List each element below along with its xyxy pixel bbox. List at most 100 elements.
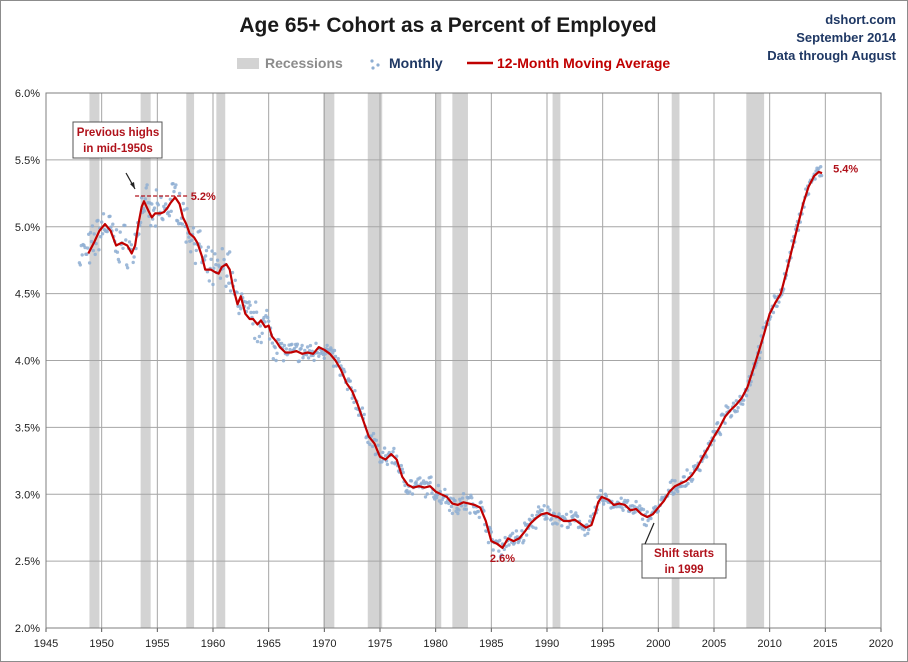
legend-monthly: Monthly <box>389 55 443 71</box>
monthly-point <box>626 498 630 503</box>
y-tick-label: 2.0% <box>15 623 40 635</box>
monthly-point <box>588 514 593 518</box>
monthly-point <box>819 173 824 178</box>
monthly-point <box>621 508 625 512</box>
monthly-point <box>297 359 301 363</box>
monthly-point <box>89 239 94 244</box>
monthly-point <box>211 282 215 287</box>
monthly-point <box>456 511 460 516</box>
monthly-point <box>545 516 549 521</box>
monthly-point <box>693 464 698 468</box>
monthly-point <box>362 412 366 417</box>
monthly-point <box>181 201 185 206</box>
monthly-point <box>260 331 264 335</box>
monthly-point <box>641 507 646 512</box>
monthly-point <box>224 284 228 288</box>
monthly-point <box>374 438 378 442</box>
x-tick-label: 2015 <box>813 638 837 650</box>
monthly-point <box>447 501 451 506</box>
monthly-point <box>271 357 275 361</box>
monthly-point <box>171 182 175 186</box>
monthly-point <box>729 414 734 418</box>
monthly-point <box>251 322 255 326</box>
monthly-point <box>348 379 352 383</box>
monthly-point <box>468 511 472 515</box>
monthly-point <box>305 345 310 349</box>
monthly-point <box>391 450 395 454</box>
monthly-point <box>450 511 455 516</box>
low-label: 2.6% <box>490 553 515 565</box>
x-tick-label: 1975 <box>368 638 392 650</box>
monthly-point <box>167 214 172 218</box>
monthly-point <box>330 348 334 352</box>
monthly-point <box>549 517 554 521</box>
monthly-point <box>653 505 658 509</box>
monthly-point <box>514 529 519 533</box>
monthly-point <box>101 212 106 216</box>
monthly-point <box>205 270 210 274</box>
monthly-point <box>90 224 95 228</box>
x-tick-label: 2000 <box>646 638 670 650</box>
monthly-point <box>267 337 272 341</box>
monthly-point <box>288 347 292 352</box>
monthly-point <box>87 261 92 265</box>
monthly-point <box>499 553 504 557</box>
monthly-point <box>150 202 154 206</box>
monthly-point <box>332 348 337 353</box>
monthly-point <box>530 513 534 518</box>
monthly-point <box>757 356 762 360</box>
monthly-point <box>459 504 464 508</box>
monthly-point <box>524 533 529 537</box>
x-tick-label: 1960 <box>201 638 225 650</box>
callout-shift-box <box>641 543 727 579</box>
monthly-point <box>670 478 674 483</box>
monthly-point <box>460 496 465 500</box>
monthly-point <box>686 481 690 486</box>
monthly-point <box>507 543 511 547</box>
arrow-head-icon <box>130 182 135 189</box>
monthly-point <box>542 504 546 508</box>
monthly-point <box>775 304 779 308</box>
monthly-point <box>206 245 211 249</box>
monthly-point <box>429 475 433 479</box>
y-tick-label: 3.5% <box>15 422 40 434</box>
monthly-point <box>421 479 426 483</box>
monthly-point <box>214 263 218 267</box>
x-tick-label: 2005 <box>702 638 726 650</box>
monthly-point <box>220 247 224 251</box>
monthly-point <box>777 300 781 304</box>
monthly-point <box>436 483 441 488</box>
monthly-point <box>142 209 146 213</box>
monthly-point <box>94 241 98 246</box>
monthly-point <box>476 509 480 514</box>
monthly-point <box>380 460 384 464</box>
monthly-point <box>240 292 244 296</box>
monthly-point <box>301 356 305 360</box>
monthly-point <box>308 343 313 348</box>
monthly-point <box>345 387 350 392</box>
monthly-point <box>266 315 270 320</box>
monthly-point <box>548 508 552 512</box>
monthly-point <box>212 266 216 270</box>
monthly-point <box>194 248 198 253</box>
monthly-point <box>716 421 720 425</box>
monthly-point <box>257 334 262 339</box>
monthly-point <box>447 508 452 513</box>
monthly-point <box>228 289 233 293</box>
monthly-point <box>127 240 132 244</box>
monthly-point <box>550 522 555 526</box>
monthly-point <box>166 210 171 214</box>
monthly-point <box>228 250 232 254</box>
monthly-point <box>323 352 327 356</box>
monthly-point <box>275 351 279 355</box>
monthly-point <box>646 518 650 523</box>
monthly-point <box>467 496 471 500</box>
monthly-point <box>78 263 83 267</box>
monthly-point <box>235 290 239 295</box>
monthly-point <box>536 505 541 509</box>
monthly-point <box>672 491 676 495</box>
monthly-point <box>121 246 125 250</box>
monthly-point <box>568 522 572 526</box>
monthly-point <box>153 224 158 228</box>
monthly-point <box>312 358 316 363</box>
